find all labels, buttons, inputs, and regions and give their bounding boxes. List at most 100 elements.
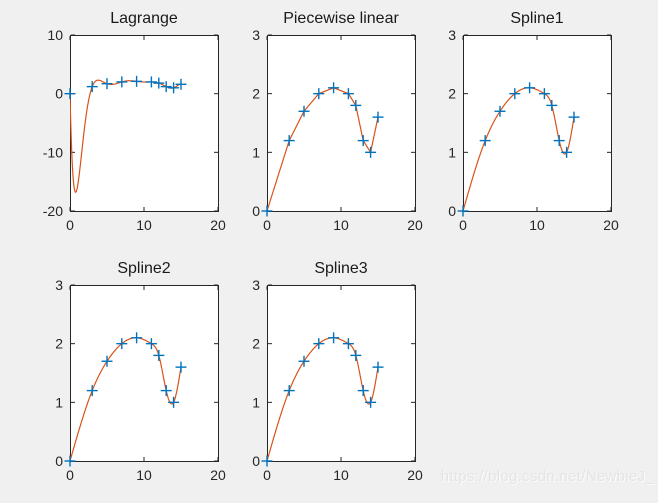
x-tick-label: 20 xyxy=(407,217,423,233)
data-point-marker xyxy=(153,349,165,361)
axes-box xyxy=(70,35,219,212)
x-tick-label: 20 xyxy=(603,217,619,233)
data-point-marker xyxy=(357,385,369,397)
y-tick-label: 3 xyxy=(55,277,63,293)
data-point-marker xyxy=(561,146,573,158)
data-point-marker xyxy=(131,332,143,344)
plot-svg-lagrange: 0 10 20 -20 -10 0 10 xyxy=(43,27,226,233)
data-point-marker xyxy=(86,81,98,93)
axes-box xyxy=(463,35,612,212)
data-point-marker xyxy=(145,338,157,350)
interpolation-curve xyxy=(463,87,575,212)
data-point-marker xyxy=(479,135,491,147)
y-tick-label: 2 xyxy=(252,336,260,352)
data-point-marker xyxy=(372,361,384,373)
plot-svg-piecewise-linear: 0 10 20 0 1 2 3 xyxy=(252,27,423,233)
y-tick-label: -20 xyxy=(43,203,63,219)
subplot-title-spline2: Spline2 xyxy=(117,260,171,277)
y-tick-label: 0 xyxy=(55,86,63,102)
y-tick-label: 0 xyxy=(55,453,63,469)
data-point-marker xyxy=(553,135,565,147)
y-tick-label: 0 xyxy=(252,453,260,469)
axes-box xyxy=(70,285,219,462)
data-point-marker xyxy=(546,99,558,111)
data-point-marker xyxy=(350,99,362,111)
data-point-marker xyxy=(494,105,506,117)
data-point-marker xyxy=(116,338,128,350)
data-point-marker xyxy=(372,111,384,123)
data-point-marker xyxy=(145,76,157,88)
data-point-marker xyxy=(313,338,325,350)
data-point-marker xyxy=(524,82,536,94)
plot-svg-spline2: 0 10 20 0 1 2 3 xyxy=(55,277,226,483)
x-tick-label: 20 xyxy=(407,467,423,483)
y-tick-label: 0 xyxy=(252,203,260,219)
data-point-marker xyxy=(261,205,273,217)
subplot-title-spline3: Spline3 xyxy=(314,260,368,277)
data-point-marker xyxy=(342,338,354,350)
data-point-marker xyxy=(131,75,143,87)
y-tick-label: 3 xyxy=(252,277,260,293)
data-point-marker xyxy=(116,76,128,88)
data-point-marker xyxy=(328,332,340,344)
y-tick-label: 1 xyxy=(252,144,260,160)
plot-svg-spline3: 0 10 20 0 1 2 3 xyxy=(252,277,423,483)
data-point-marker xyxy=(261,455,273,467)
y-tick-label: 3 xyxy=(448,27,456,43)
x-tick-label: 0 xyxy=(66,217,74,233)
data-point-marker xyxy=(101,355,113,367)
y-tick-label: 1 xyxy=(55,394,63,410)
interpolation-curve xyxy=(70,337,182,462)
data-point-marker xyxy=(283,135,295,147)
x-tick-label: 0 xyxy=(263,467,271,483)
x-tick-label: 10 xyxy=(529,217,545,233)
y-tick-label: -10 xyxy=(43,144,63,160)
data-point-marker xyxy=(328,82,340,94)
y-tick-label: 0 xyxy=(448,203,456,219)
subplot-title-spline1: Spline1 xyxy=(510,10,564,27)
data-point-marker xyxy=(283,385,295,397)
data-point-marker xyxy=(365,396,377,408)
data-point-marker xyxy=(153,77,165,89)
interpolation-curve xyxy=(267,337,379,462)
y-tick-label: 2 xyxy=(252,86,260,102)
data-point-marker xyxy=(86,385,98,397)
data-point-marker xyxy=(175,361,187,373)
interpolation-curve xyxy=(267,87,379,212)
data-point-marker xyxy=(538,88,550,100)
y-tick-label: 10 xyxy=(47,27,63,43)
x-tick-label: 20 xyxy=(210,217,226,233)
plot-svg-spline1: 0 10 20 0 1 2 3 xyxy=(448,27,619,233)
watermark-url: https://blog.csdn.net/NewbieJ_ xyxy=(440,468,654,485)
data-point-marker xyxy=(168,396,180,408)
axes-box xyxy=(267,285,416,462)
data-point-marker xyxy=(350,349,362,361)
data-point-marker xyxy=(357,135,369,147)
x-tick-label: 10 xyxy=(136,467,152,483)
data-point-marker xyxy=(298,105,310,117)
y-tick-label: 1 xyxy=(448,144,456,160)
data-point-marker xyxy=(298,355,310,367)
data-point-marker xyxy=(313,88,325,100)
x-tick-label: 0 xyxy=(459,217,467,233)
x-tick-label: 0 xyxy=(66,467,74,483)
y-tick-label: 2 xyxy=(448,86,456,102)
data-point-marker xyxy=(175,78,187,90)
x-tick-label: 20 xyxy=(210,467,226,483)
axes-box xyxy=(267,35,416,212)
interpolation-curve xyxy=(70,79,182,193)
data-point-marker xyxy=(509,88,521,100)
x-tick-label: 10 xyxy=(136,217,152,233)
subplot-title-piecewise-linear: Piecewise linear xyxy=(283,10,399,27)
data-point-marker xyxy=(64,88,76,100)
data-point-marker xyxy=(160,81,172,93)
data-point-marker xyxy=(568,111,580,123)
x-tick-label: 0 xyxy=(263,217,271,233)
y-tick-label: 1 xyxy=(252,394,260,410)
data-point-marker xyxy=(365,146,377,158)
data-point-marker xyxy=(64,455,76,467)
y-tick-label: 3 xyxy=(252,27,260,43)
data-point-marker xyxy=(342,88,354,100)
data-point-marker xyxy=(168,82,180,94)
